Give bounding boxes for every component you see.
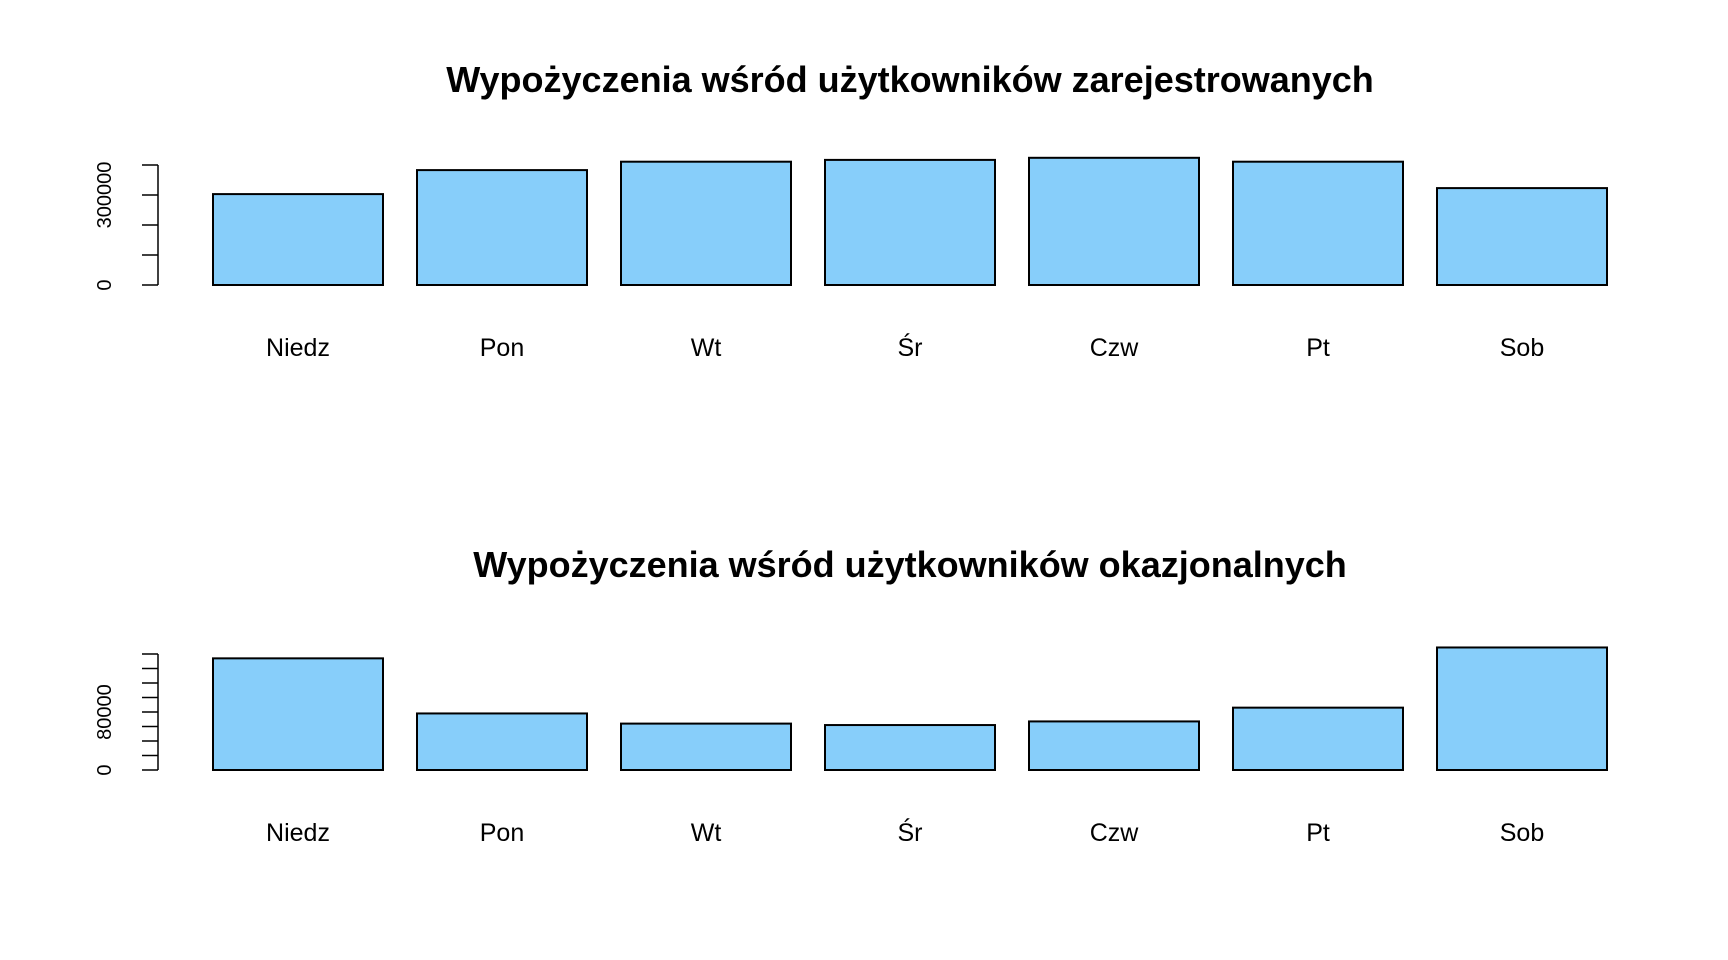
bottom-chart-category-label: Sob [1500,819,1544,847]
top-chart-y-axis: 0 300000 [94,162,158,291]
bottom-chart-category-label: Śr [898,817,923,847]
top-chart-category-label: Wt [691,334,722,362]
top-chart-bars [213,158,1607,285]
bottom-chart-bars [213,647,1607,770]
bottom-chart-bar-0 [213,658,383,770]
top-chart-y-tick-label: 300000 [94,162,116,229]
top-chart-bar-1 [417,170,587,285]
bottom-chart-y-tick-label: 0 [94,764,116,775]
top-chart-bar-6 [1437,188,1607,285]
bottom-chart-bar-4 [1029,721,1199,770]
bottom-chart-panel: Wypożyczenia wśród użytkowników okazjona… [94,544,1607,847]
top-chart-title: Wypożyczenia wśród użytkowników zarejest… [446,59,1374,100]
bottom-chart-y-axis: 0 80000 [94,654,158,776]
top-chart-category-label: Sob [1500,334,1544,362]
bottom-chart-bar-3 [825,725,995,770]
bottom-chart-bar-6 [1437,647,1607,770]
bottom-chart-category-label: Pt [1306,819,1330,847]
bottom-chart-category-label: Pon [480,819,524,847]
top-chart-panel: Wypożyczenia wśród użytkowników zarejest… [94,59,1607,362]
top-chart-bar-4 [1029,158,1199,285]
bottom-chart-x-labels: Niedz Pon Wt Śr Czw Pt Sob [266,817,1544,847]
top-chart-category-label: Pon [480,334,524,362]
top-chart-category-label: Czw [1090,334,1140,362]
bottom-chart-bar-5 [1233,708,1403,770]
bottom-chart-category-label: Czw [1090,819,1140,847]
top-chart-bar-2 [621,162,791,285]
top-chart-x-labels: Niedz Pon Wt Śr Czw Pt Sob [266,332,1544,362]
bottom-chart-title: Wypożyczenia wśród użytkowników okazjona… [473,544,1347,585]
bottom-chart-y-tick-label: 80000 [94,684,116,740]
top-chart-category-label: Pt [1306,334,1330,362]
top-chart-bar-5 [1233,162,1403,285]
bottom-chart-bar-1 [417,713,587,770]
top-chart-bar-3 [825,160,995,285]
top-chart-category-label: Niedz [266,334,330,362]
bottom-chart-bar-2 [621,724,791,770]
bottom-chart-category-label: Wt [691,819,722,847]
bottom-chart-category-label: Niedz [266,819,330,847]
top-chart-bar-0 [213,194,383,285]
top-chart-y-tick-label: 0 [94,279,116,290]
top-chart-category-label: Śr [898,332,923,362]
